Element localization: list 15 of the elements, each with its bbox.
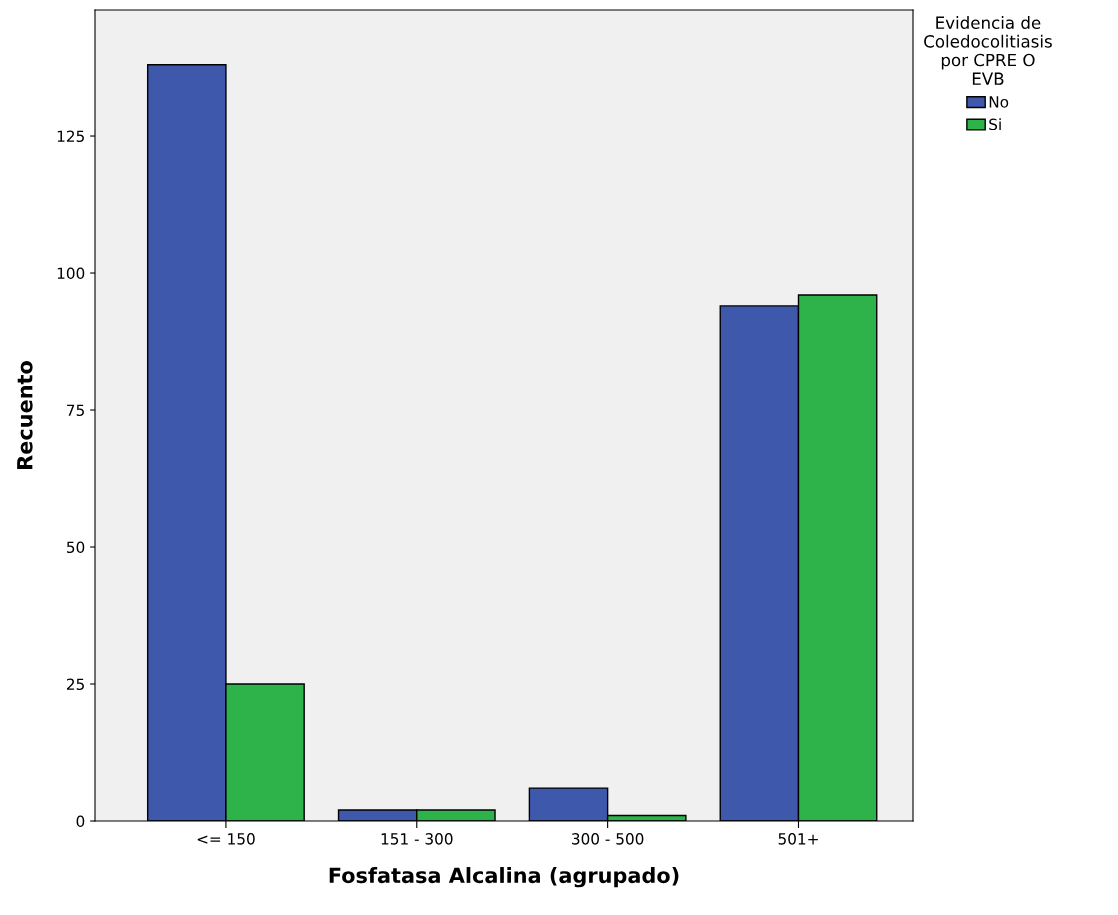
y-tick-label: 0 <box>76 815 85 828</box>
y-tick-label: 100 <box>57 267 85 280</box>
x-tick-label: <= 150 <box>197 833 255 845</box>
y-tick-label: 125 <box>57 130 84 143</box>
legend-label: No <box>989 96 1009 108</box>
x-tick-label: 151 - 300 <box>381 833 453 845</box>
y-tick-label: 75 <box>67 404 84 417</box>
y-axis-title: Recuento <box>17 361 33 469</box>
y-tick-label: 25 <box>66 678 84 691</box>
legend-title: Evidencia de Coledocolitiasis por CPRE O EVB <box>924 16 1052 85</box>
x-axis-title: Fosfatasa Alcalina (agrupado) <box>329 867 679 888</box>
legend-label: Si <box>989 118 1001 131</box>
x-tick-label: 300 - 500 <box>572 833 644 845</box>
x-tick-label: 501+ <box>778 833 818 845</box>
y-tick-label: 50 <box>67 541 85 554</box>
